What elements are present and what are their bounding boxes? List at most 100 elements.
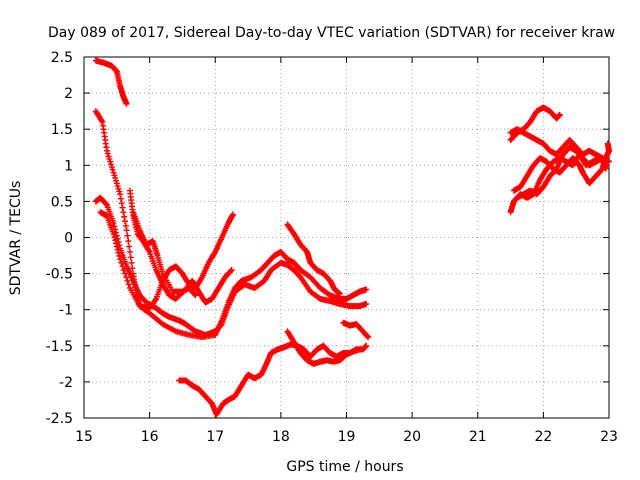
data-point bbox=[119, 204, 126, 211]
data-point bbox=[113, 180, 120, 187]
y-tick-label: 0.5 bbox=[51, 194, 73, 210]
series-s10 bbox=[340, 319, 372, 341]
data-point bbox=[356, 346, 363, 353]
data-point bbox=[363, 286, 370, 293]
y-tick-label: -2 bbox=[59, 375, 73, 391]
data-point bbox=[109, 166, 116, 173]
x-tick-label: 15 bbox=[75, 429, 93, 445]
data-point bbox=[228, 266, 235, 273]
data-point bbox=[104, 150, 111, 157]
series-s8 bbox=[284, 328, 363, 367]
y-tick-label: 1.5 bbox=[51, 122, 73, 138]
data-point bbox=[120, 266, 127, 273]
data-point bbox=[112, 177, 119, 184]
data-point bbox=[113, 243, 120, 250]
data-point bbox=[110, 230, 117, 237]
data-point bbox=[336, 290, 343, 297]
data-point bbox=[116, 188, 123, 195]
data-point bbox=[152, 297, 159, 304]
x-tick-label: 18 bbox=[272, 429, 290, 445]
data-point bbox=[191, 291, 198, 298]
y-axis-title: SDTVAR / TECUs bbox=[8, 181, 24, 296]
data-point bbox=[105, 153, 112, 160]
y-tick-label: -2.5 bbox=[46, 411, 73, 427]
data-point bbox=[112, 174, 119, 181]
data-point bbox=[126, 248, 133, 255]
series-s6 bbox=[130, 209, 199, 299]
data-point bbox=[111, 172, 118, 179]
data-point bbox=[125, 238, 132, 245]
series-s9 bbox=[284, 221, 343, 297]
data-point bbox=[118, 200, 125, 207]
data-point bbox=[119, 263, 126, 270]
data-point bbox=[108, 164, 115, 171]
data-point bbox=[604, 140, 611, 147]
series-s4 bbox=[97, 209, 370, 341]
x-tick-label: 20 bbox=[403, 429, 421, 445]
data-point bbox=[229, 211, 236, 218]
data-point bbox=[122, 218, 129, 225]
x-tick-label: 19 bbox=[338, 429, 356, 445]
data-point bbox=[108, 161, 115, 168]
series-s12 bbox=[507, 126, 612, 165]
data-point bbox=[123, 227, 130, 234]
data-point bbox=[117, 256, 124, 263]
y-tick-label: -1.5 bbox=[46, 339, 73, 355]
data-point bbox=[192, 292, 199, 299]
x-tick-label: 21 bbox=[469, 429, 487, 445]
data-point bbox=[363, 342, 370, 349]
x-tick-label: 22 bbox=[534, 429, 552, 445]
series-s7 bbox=[176, 341, 370, 418]
data-point bbox=[117, 195, 124, 202]
data-point bbox=[111, 234, 118, 241]
x-axis-title: GPS time / hours bbox=[286, 459, 403, 475]
data-point bbox=[124, 232, 131, 239]
series-s15 bbox=[514, 144, 609, 201]
data-point bbox=[122, 222, 129, 229]
data-point bbox=[127, 254, 134, 261]
data-point bbox=[122, 270, 129, 277]
data-point bbox=[116, 253, 123, 260]
x-tick-label: 17 bbox=[206, 429, 224, 445]
y-tick-label: -0.5 bbox=[46, 267, 73, 283]
data-point bbox=[123, 100, 130, 107]
series-s14 bbox=[510, 140, 612, 194]
data-point bbox=[365, 334, 372, 341]
y-tick-label: 1 bbox=[64, 158, 73, 174]
y-tick-label: 0 bbox=[64, 231, 73, 247]
data-point bbox=[123, 274, 130, 281]
data-point bbox=[128, 259, 135, 266]
data-point bbox=[110, 169, 117, 176]
x-tick-label: 23 bbox=[600, 429, 618, 445]
data-point bbox=[103, 147, 110, 154]
data-point bbox=[115, 249, 122, 256]
data-point bbox=[111, 223, 118, 230]
data-point bbox=[126, 243, 133, 250]
y-tick-label: 2.5 bbox=[51, 50, 73, 66]
data-point bbox=[114, 246, 121, 253]
data-point bbox=[115, 185, 122, 192]
data-point bbox=[227, 267, 234, 274]
data-point bbox=[556, 111, 563, 118]
data-point bbox=[602, 165, 609, 172]
data-point bbox=[114, 183, 121, 190]
data-point bbox=[117, 191, 124, 198]
y-tick-label: -1 bbox=[59, 303, 73, 319]
data-point bbox=[112, 240, 119, 247]
y-tick-label: 2 bbox=[64, 86, 73, 102]
series-s1 bbox=[92, 57, 130, 107]
data-point bbox=[106, 155, 113, 162]
data-point bbox=[118, 259, 125, 266]
x-tick-label: 16 bbox=[141, 429, 159, 445]
data-point bbox=[103, 201, 110, 208]
grid bbox=[84, 57, 609, 418]
data-point bbox=[125, 281, 132, 288]
data-point bbox=[112, 237, 119, 244]
data-point bbox=[121, 213, 128, 220]
data-point bbox=[124, 277, 131, 284]
data-point bbox=[363, 300, 370, 307]
chart-title: Day 089 of 2017, Sidereal Day-to-day VTE… bbox=[48, 25, 615, 41]
data-point bbox=[107, 158, 114, 165]
data-point bbox=[120, 209, 127, 216]
data-series bbox=[92, 57, 612, 418]
